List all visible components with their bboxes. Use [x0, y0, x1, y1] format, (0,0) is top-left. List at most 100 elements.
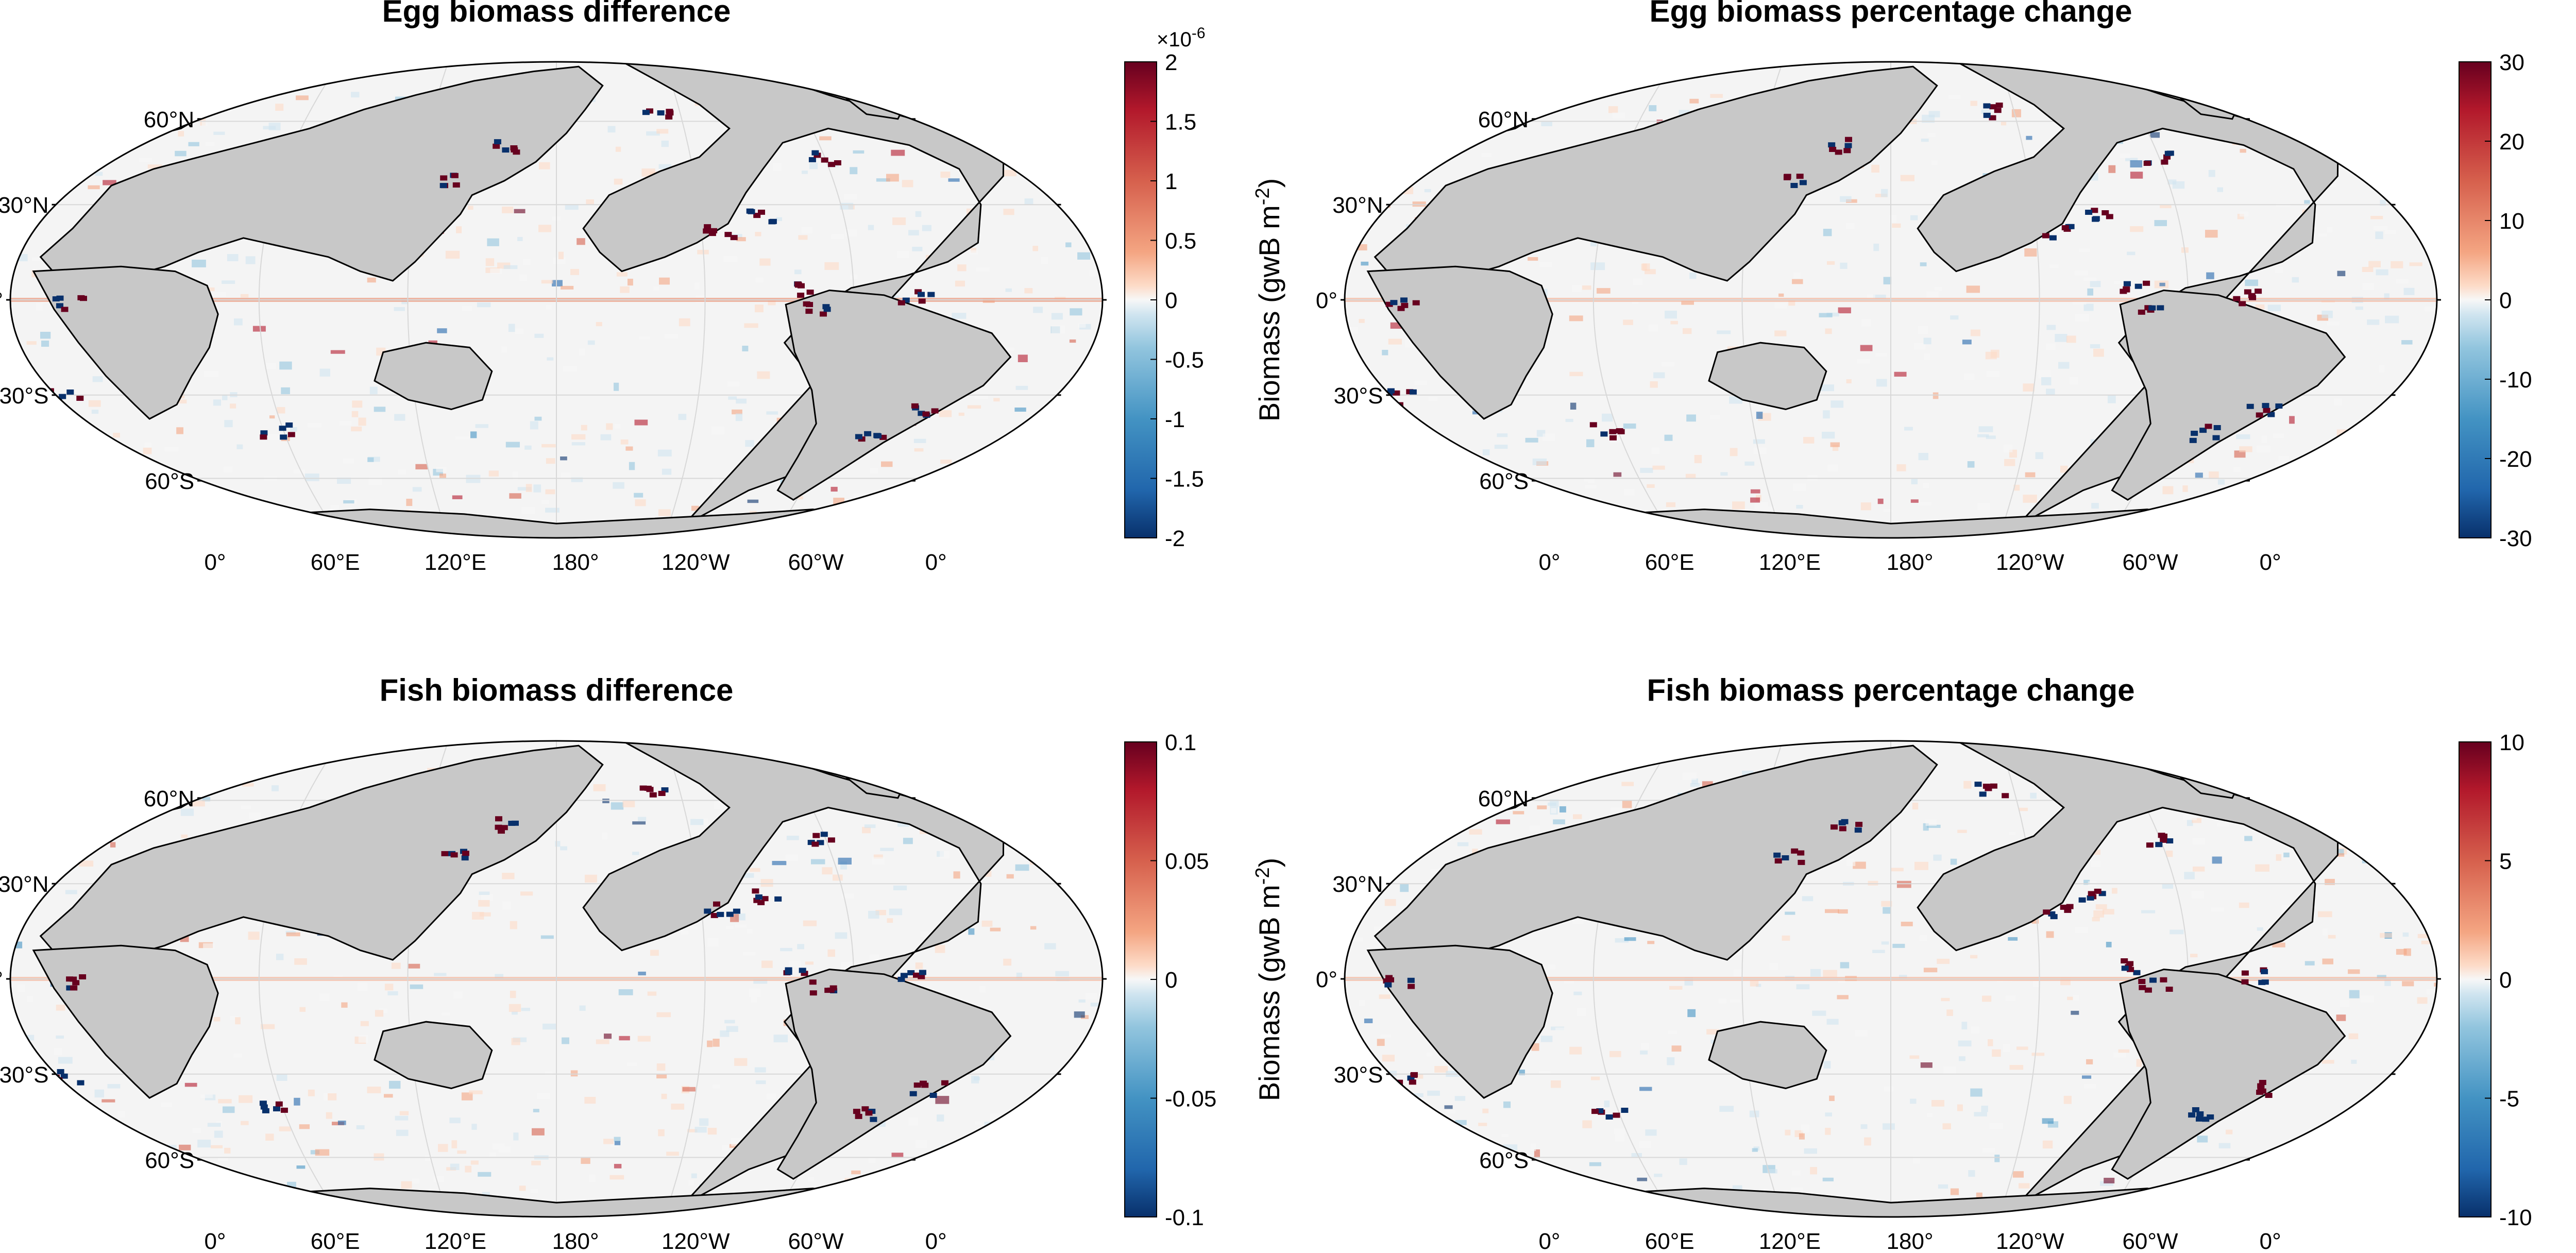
anomaly-cell	[1985, 351, 1997, 360]
anomaly-cell	[276, 954, 284, 960]
anomaly-cell	[638, 336, 650, 340]
anomaly-cell	[1531, 1043, 1539, 1051]
anomaly-cell	[1653, 372, 1665, 379]
colorbar-label: Biomass (gwB m-2)	[1252, 858, 1285, 1102]
anomaly-cell	[2093, 348, 2104, 357]
anomaly-cell	[1931, 1100, 1944, 1107]
hotspot-cell	[801, 971, 808, 976]
anomaly-cell	[615, 424, 621, 429]
anomaly-cell	[1573, 814, 1582, 819]
anomaly-cell	[229, 1015, 239, 1021]
anomaly-cell	[1077, 252, 1091, 260]
anomaly-cell	[2210, 774, 2217, 779]
anomaly-cell	[248, 932, 260, 940]
anomaly-cell	[2240, 211, 2249, 217]
anomaly-cell	[1920, 1062, 1933, 1068]
anomaly-cell	[337, 477, 351, 484]
anomaly-cell	[714, 801, 720, 809]
anomaly-cell	[201, 121, 208, 126]
hotspot-cell	[273, 1106, 280, 1112]
hotspot-cell	[1600, 431, 1608, 437]
anomaly-cell	[286, 932, 300, 937]
anomaly-cell	[794, 269, 802, 275]
hotspot-cell	[1617, 429, 1625, 434]
hotspot-cell	[70, 985, 78, 991]
anomaly-cell	[110, 131, 121, 138]
hotspot-cell	[919, 970, 926, 975]
anomaly-cell	[2217, 479, 2225, 485]
anomaly-cell	[971, 501, 977, 509]
anomaly-cell	[58, 1057, 73, 1064]
anomaly-cell	[908, 230, 919, 236]
anomaly-cell	[2317, 128, 2331, 135]
anomaly-cell	[276, 1074, 287, 1081]
anomaly-cell	[2375, 843, 2384, 852]
anomaly-cell	[552, 280, 563, 286]
anomaly-cell	[1570, 402, 1577, 410]
anomaly-cell	[2063, 1095, 2072, 1104]
anomaly-cell	[1926, 291, 1939, 298]
hotspot-cell	[66, 985, 74, 991]
anomaly-cell	[1427, 1090, 1440, 1096]
colorbar-tick-label: -0.05	[1165, 1087, 1216, 1112]
anomaly-cell	[940, 172, 951, 178]
anomaly-cell	[1419, 439, 1433, 447]
anomaly-cell	[2328, 183, 2337, 188]
anomaly-cell	[1631, 1153, 1642, 1157]
anomaly-cell	[412, 487, 422, 492]
anomaly-cell	[993, 398, 1000, 402]
anomaly-cell	[1807, 475, 1818, 480]
anomaly-cell	[1683, 328, 1692, 334]
anomaly-cell	[2417, 997, 2428, 1004]
anomaly-cell	[736, 398, 747, 404]
anomaly-cell	[1018, 354, 1028, 362]
anomaly-cell	[1055, 971, 1069, 976]
anomaly-cell	[735, 924, 747, 928]
anomaly-cell	[2091, 860, 2101, 867]
anomaly-cell	[521, 1008, 531, 1011]
anomaly-cell	[1802, 896, 1814, 902]
hotspot-cell	[1409, 1079, 1416, 1085]
anomaly-cell	[831, 234, 844, 239]
anomaly-cell	[785, 855, 799, 861]
anomaly-cell	[175, 150, 187, 157]
hotspot-cell	[918, 292, 925, 297]
anomaly-cell	[893, 885, 907, 890]
lon-label: 120°E	[425, 550, 486, 575]
anomaly-cell	[755, 304, 764, 313]
anomaly-cell	[971, 1168, 978, 1173]
anomaly-cell	[2026, 136, 2032, 140]
anomaly-cell	[56, 1005, 65, 1011]
anomaly-cell	[2417, 934, 2429, 938]
hotspot-cell	[462, 851, 469, 856]
hotspot-cell	[1841, 819, 1849, 824]
anomaly-cell	[1810, 969, 1821, 977]
anomaly-cell	[143, 447, 152, 454]
anomaly-cell	[851, 1170, 861, 1175]
anomaly-cell	[1064, 418, 1074, 422]
hotspot-cell	[2233, 296, 2241, 301]
anomaly-cell	[1681, 300, 1694, 305]
anomaly-cell	[113, 433, 120, 438]
hotspot-cell	[918, 298, 926, 304]
anomaly-cell	[868, 910, 879, 919]
anomaly-cell	[132, 1146, 146, 1155]
anomaly-cell	[1532, 459, 1547, 465]
anomaly-cell	[2299, 105, 2307, 111]
anomaly-cell	[1358, 244, 1367, 251]
hotspot-cell	[907, 970, 915, 975]
anomaly-cell	[1481, 1190, 1487, 1194]
anomaly-cell	[512, 1011, 518, 1015]
anomaly-cell	[2376, 269, 2388, 276]
anomaly-cell	[242, 1185, 257, 1189]
anomaly-cell	[1032, 457, 1041, 462]
anomaly-cell	[1730, 448, 1738, 456]
hotspot-cell	[2091, 208, 2098, 213]
anomaly-cell	[2090, 850, 2100, 855]
hotspot-cell	[2078, 897, 2086, 903]
hotspot-cell	[914, 289, 922, 295]
anomaly-cell	[686, 925, 698, 929]
anomaly-cell	[1928, 111, 1940, 117]
anomaly-cell	[337, 1121, 346, 1125]
hotspot-cell	[66, 390, 74, 395]
